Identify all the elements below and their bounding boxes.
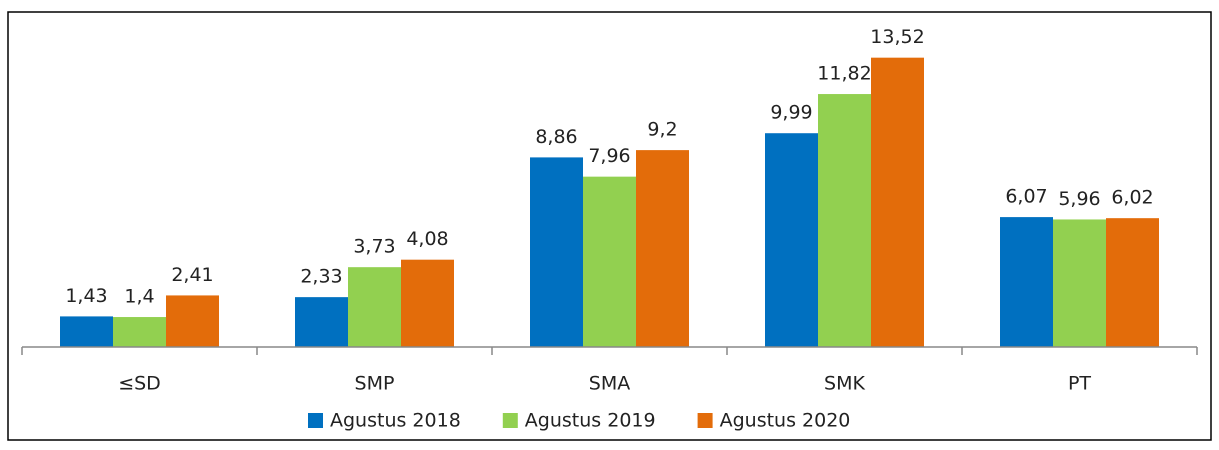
bar <box>1106 218 1159 347</box>
bar <box>113 317 166 347</box>
x-tick-label: SMP <box>355 373 395 395</box>
data-label: 7,96 <box>588 145 630 167</box>
bar <box>348 267 401 347</box>
data-label: 3,73 <box>353 236 395 258</box>
x-tick-label: PT <box>1068 373 1091 395</box>
data-label: 4,08 <box>406 228 448 250</box>
bar <box>530 157 583 347</box>
data-label: 2,33 <box>300 266 342 288</box>
data-label: 11,82 <box>817 63 871 85</box>
bar <box>765 133 818 347</box>
x-tick-label: SMK <box>824 373 865 395</box>
x-tick-label: ≤SD <box>118 373 161 395</box>
bar <box>1053 219 1106 347</box>
bar <box>871 57 924 348</box>
data-label: 6,02 <box>1111 187 1153 209</box>
data-label: 8,86 <box>535 126 577 148</box>
bar <box>1000 217 1053 347</box>
bar <box>401 259 454 347</box>
legend-label: Agustus 2020 <box>720 410 851 432</box>
data-label: 9,2 <box>647 119 677 141</box>
data-label: 6,07 <box>1005 186 1047 208</box>
bar <box>583 176 636 347</box>
legend-swatch <box>697 413 713 428</box>
legend-swatch <box>308 413 323 428</box>
legend-swatch <box>502 413 518 428</box>
data-label: 13,52 <box>870 26 924 48</box>
data-label: 5,96 <box>1058 188 1100 210</box>
data-label: 9,99 <box>770 102 812 124</box>
data-label: 1,43 <box>65 285 107 307</box>
legend-label: Agustus 2018 <box>330 410 461 432</box>
bar <box>636 150 689 347</box>
x-tick-label: SMA <box>589 373 630 395</box>
legend-label: Agustus 2019 <box>525 410 656 432</box>
bar <box>295 297 348 347</box>
bar <box>818 94 871 347</box>
bar <box>166 295 219 347</box>
data-label: 2,41 <box>171 264 213 286</box>
data-label: 1,4 <box>124 286 154 308</box>
bar <box>60 316 113 347</box>
